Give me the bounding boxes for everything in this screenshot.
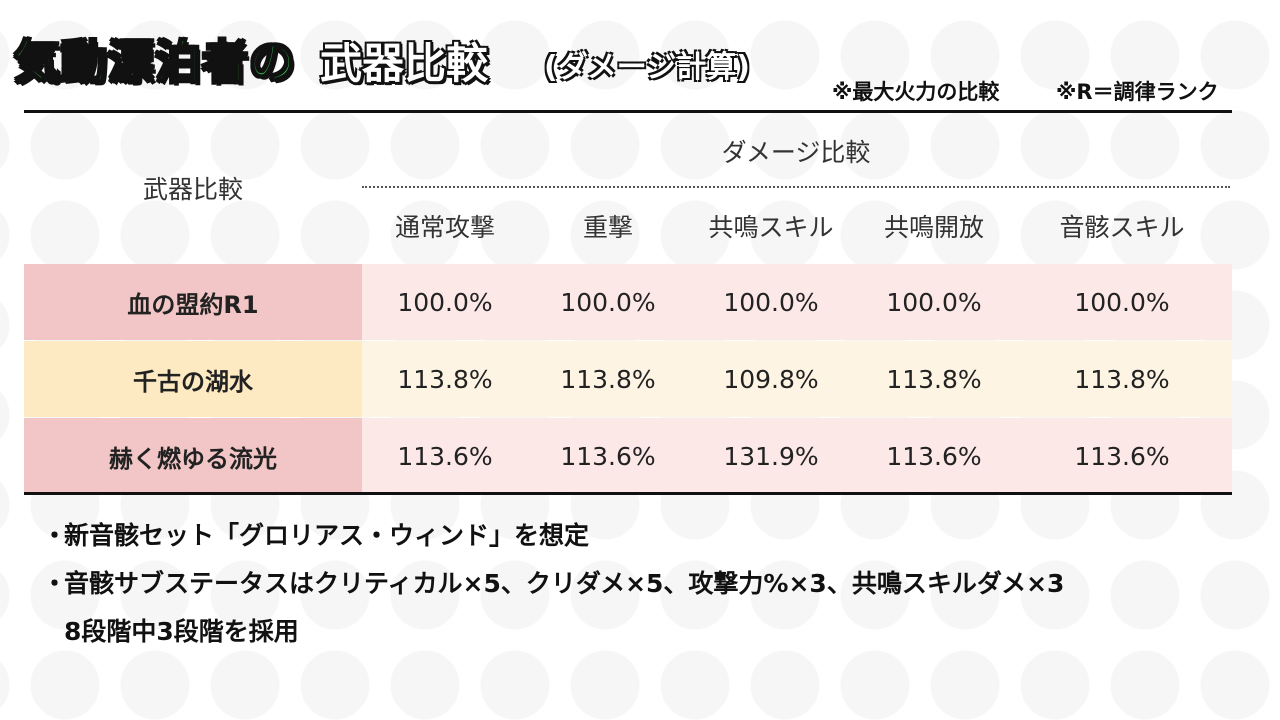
row-label: 赫く燃ゆる流光 (24, 418, 362, 494)
bullet-marker: ・ (42, 569, 68, 598)
title-character-name: 気動漂泊者の (13, 34, 296, 90)
table-row: 113.8% 113.8% 109.8% 113.8% 113.8% (362, 341, 1232, 417)
table-row: 113.6% 113.6% 131.9% 113.6% 113.6% (362, 418, 1232, 494)
table-cell: 113.8% (397, 364, 493, 394)
bullet-text: 新音骸セット「グロリアス・ウィンド」を想定 (64, 521, 590, 550)
row-label: 千古の湖水 (24, 341, 362, 417)
table-cell: 113.6% (886, 441, 982, 471)
column-header: 共鳴開放 (883, 213, 984, 242)
list-item: ・音骸サブステータスはクリティカル×5、クリダメ×5、攻撃力%×3、共鳴スキルダ… (42, 560, 1262, 608)
title-weapon-compare: 武器比較 (320, 39, 489, 88)
title-subtitle: (ダメージ計算) (544, 50, 750, 85)
table-cell: 100.0% (886, 287, 982, 317)
bullet-marker: ・ (42, 521, 68, 550)
bullet-text: 音骸サブステータスはクリティカル×5、クリダメ×5、攻撃力%×3、共鳴スキルダメ… (64, 569, 1065, 598)
table-top-rule (24, 110, 1232, 113)
table-cell: 100.0% (1074, 287, 1170, 317)
column-header: 共鳴スキル (708, 213, 834, 242)
table-cell: 113.8% (560, 364, 656, 394)
group-header-label: ダメージ比較 (721, 138, 871, 167)
bullet-continuation: 8段階中3段階を採用 (64, 617, 299, 646)
table-cell: 100.0% (560, 287, 656, 317)
list-item: ・新音骸セット「グロリアス・ウィンド」を想定 (42, 512, 1262, 560)
header-divider (362, 186, 1230, 188)
note-refinement-rank: ※R＝調律ランク (1056, 80, 1219, 104)
notes-list: ・新音骸セット「グロリアス・ウィンド」を想定 ・音骸サブステータスはクリティカル… (42, 512, 1262, 656)
table-cell: 100.0% (723, 287, 819, 317)
row-header-label: 武器比較 (142, 175, 243, 204)
column-header: 音骸スキル (1059, 213, 1185, 242)
row-label: 血の盟約R1 (24, 264, 362, 340)
table-cell: 100.0% (397, 287, 493, 317)
table-row: 100.0% 100.0% 100.0% 100.0% 100.0% (362, 264, 1232, 340)
note-max-damage: ※最大火力の比較 (832, 80, 1000, 104)
table-bottom-rule (24, 492, 1232, 495)
table-cell: 109.8% (723, 364, 819, 394)
table-cell: 113.8% (1074, 364, 1170, 394)
column-header: 通常攻撃 (394, 213, 495, 242)
column-header: 重撃 (582, 213, 633, 242)
table-cell: 113.6% (1074, 441, 1170, 471)
table-cell: 113.8% (886, 364, 982, 394)
table-cell: 113.6% (397, 441, 493, 471)
table-cell: 113.6% (560, 441, 656, 471)
table-cell: 131.9% (723, 441, 819, 471)
